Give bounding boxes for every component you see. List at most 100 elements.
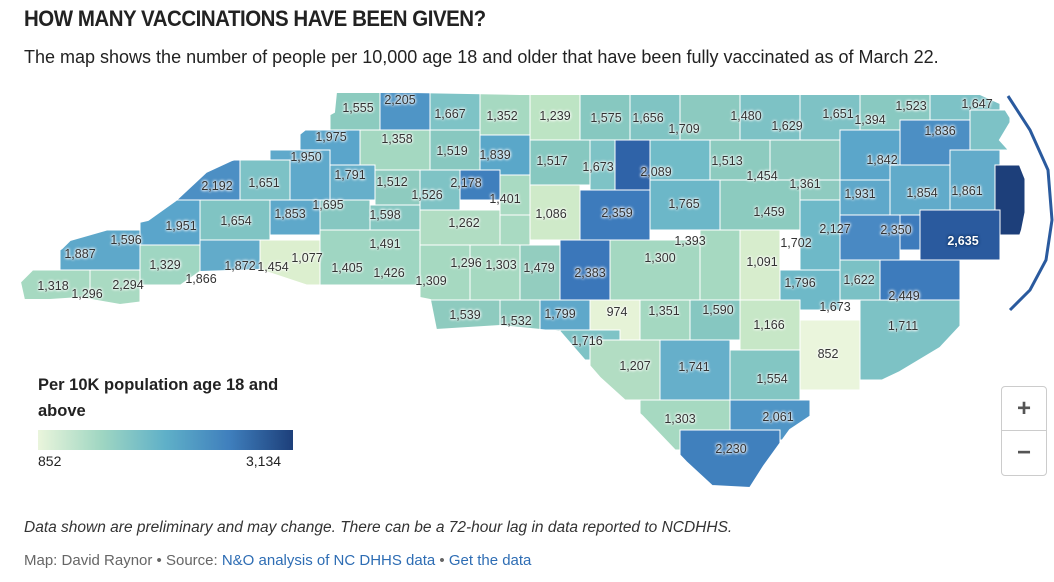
data-note: Data shown are preliminary and may chang… — [24, 519, 733, 536]
county-value-label: 1,656 — [632, 111, 664, 125]
county-value-label: 1,799 — [544, 307, 576, 321]
county-value-label: 1,842 — [866, 153, 898, 167]
county-value-label: 2,635 — [947, 234, 979, 248]
county-value-label: 2,192 — [201, 179, 233, 193]
county-value-label: 1,673 — [819, 300, 851, 314]
county-value-label: 1,866 — [185, 272, 217, 286]
county-value-label: 1,931 — [844, 187, 876, 201]
county-value-label: 2,127 — [819, 222, 851, 236]
county-value-label: 1,091 — [746, 255, 778, 269]
county-value-label: 1,796 — [784, 276, 816, 290]
county-value-label: 2,089 — [640, 165, 672, 179]
county-value-label: 2,449 — [888, 289, 920, 303]
county-value-label: 852 — [817, 347, 839, 361]
county-value-label: 1,554 — [756, 372, 788, 386]
county-value-label: 1,854 — [906, 186, 938, 200]
county-value-label: 1,667 — [434, 107, 466, 121]
county-value-label: 1,296 — [450, 256, 482, 270]
source-link[interactable]: N&O analysis of NC DHHS data — [221, 552, 436, 569]
county-value-label: 1,361 — [789, 177, 821, 191]
county-value-label: 2,178 — [450, 176, 482, 190]
county-value-label: 1,480 — [730, 109, 762, 123]
county-value-label: 1,207 — [619, 359, 651, 373]
county-value-label: 2,230 — [715, 442, 747, 456]
county-value-label: 1,711 — [887, 319, 919, 333]
legend-max-value: 3,134 — [246, 453, 282, 469]
county-value-label: 1,702 — [780, 236, 812, 250]
county-value-label: 1,695 — [312, 198, 344, 212]
county-value-label: 1,405 — [331, 261, 363, 275]
county-value-label: 1,358 — [381, 132, 413, 146]
county-value-label: 1,401 — [489, 192, 521, 206]
county-value-label: 1,673 — [582, 160, 614, 174]
county-value-label: 1,077 — [291, 251, 323, 265]
county-value-label: 1,300 — [644, 251, 676, 265]
county-value-label: 1,393 — [674, 234, 706, 248]
county-value-label: 1,239 — [539, 109, 571, 123]
state-outline — [18, 91, 1032, 490]
county-value-label: 2,383 — [574, 266, 606, 280]
credit-line: Map: David Raynor • Source: N&O analysis… — [24, 552, 531, 569]
county-value-label: 1,596 — [110, 233, 142, 247]
page-title: HOW MANY VACCINATIONS HAVE BEEN GIVEN? — [24, 6, 486, 31]
county-value-label: 1,539 — [449, 308, 481, 322]
get-data-link[interactable]: Get the data — [448, 552, 532, 569]
zoom-control: + − — [1001, 386, 1047, 476]
county-value-label: 1,532 — [500, 314, 532, 328]
county-value-label: 2,350 — [880, 223, 912, 237]
county-value-label: 2,294 — [112, 278, 144, 292]
county-value-label: 2,061 — [762, 410, 794, 424]
county-value-label: 1,459 — [753, 205, 785, 219]
county-value-label: 2,359 — [601, 206, 633, 220]
county-value-label: 1,975 — [315, 130, 347, 144]
county-value-label: 1,651 — [248, 176, 280, 190]
county-value-label: 1,654 — [220, 214, 252, 228]
county-value-label: 1,512 — [376, 175, 408, 189]
county-value-label: 1,839 — [479, 148, 511, 162]
legend-min-value: 852 — [38, 453, 62, 469]
county-value-label: 1,950 — [290, 150, 322, 164]
zoom-out-button[interactable]: − — [1016, 439, 1031, 466]
county-value-label: 1,491 — [369, 237, 401, 251]
credit-separator: • — [435, 552, 449, 569]
county-value-label: 1,517 — [536, 154, 568, 168]
county-value-label: 1,555 — [342, 101, 374, 115]
county-value-label: 1,318 — [37, 279, 69, 293]
county-value-label: 1,651 — [822, 107, 854, 121]
county-value-label: 1,329 — [149, 258, 181, 272]
county-value-label: 1,523 — [895, 99, 927, 113]
county-value-label: 1,836 — [924, 124, 956, 138]
page-subtitle: The map shows the number of people per 1… — [24, 47, 939, 67]
county-value-label: 1,590 — [702, 303, 734, 317]
county-value-label: 1,303 — [485, 258, 517, 272]
county-value-label: 1,791 — [334, 168, 366, 182]
legend-title: Per 10K population age 18 and above — [38, 376, 279, 420]
credit-prefix: Map: David Raynor • Source: — [24, 552, 222, 569]
county-value-label: 1,086 — [535, 207, 567, 221]
county-value-label: 1,526 — [411, 188, 443, 202]
county-value-label: 1,887 — [64, 247, 96, 261]
county-value-label: 1,709 — [668, 122, 700, 136]
county-value-label: 1,303 — [664, 412, 696, 426]
county-value-label: 1,296 — [71, 287, 103, 301]
county-value-label: 1,454 — [746, 169, 778, 183]
county-value-label: 1,647 — [961, 97, 993, 111]
county-value-label: 1,513 — [711, 154, 743, 168]
county-value-label: 1,519 — [436, 144, 468, 158]
county-value-label: 1,309 — [415, 274, 447, 288]
legend-color-scale — [38, 430, 293, 450]
county-value-label: 974 — [606, 305, 628, 319]
county-value-label: 2,205 — [384, 93, 416, 107]
county-value-label: 1,622 — [843, 273, 875, 287]
zoom-in-button[interactable]: + — [1002, 387, 1046, 431]
county-value-label: 1,454 — [257, 260, 289, 274]
county-value-label: 1,598 — [369, 208, 401, 222]
county-value-label: 1,166 — [753, 318, 785, 332]
county-value-label: 1,479 — [523, 261, 555, 275]
county-value-label: 1,765 — [668, 197, 700, 211]
county-value-label: 1,629 — [771, 119, 803, 133]
county-value-label: 1,951 — [165, 219, 197, 233]
county-value-label: 1,861 — [951, 184, 983, 198]
county-value-label: 1,853 — [274, 207, 306, 221]
